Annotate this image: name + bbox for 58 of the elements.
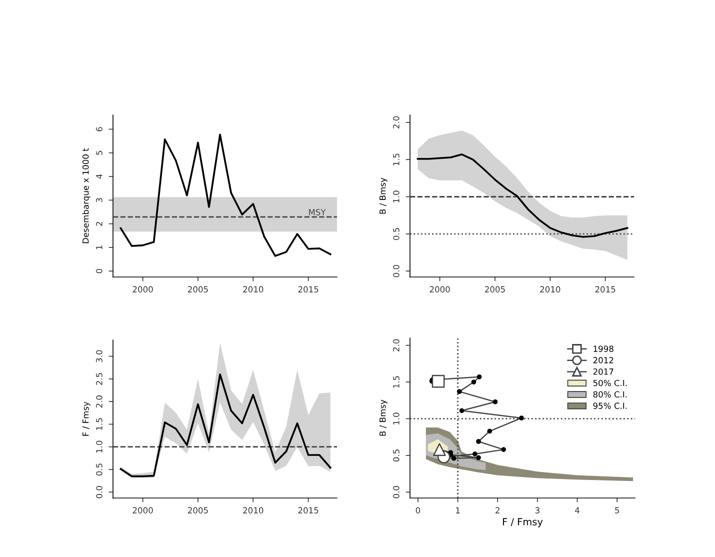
y-axis-title: B / Bmsy [380,178,388,214]
y-tick-label: 2.0 [393,116,400,128]
y-tick-label: 0.0 [393,264,400,278]
legend-label: 2017 [593,368,614,375]
y-tick-label: 1.5 [96,418,102,430]
x-tick-label: 2015 [595,286,616,292]
x-axis-title: F / Fmsy [502,518,543,528]
line-series [120,134,332,257]
point [432,374,445,388]
y-tick-label: 0.5 [393,450,400,462]
y-tick-label: 1 [96,246,102,250]
x-tick-label: 2005 [484,286,505,292]
y-axis-title: Desembarque x 1000 t [82,148,90,244]
x-tick-label: 2000 [132,507,153,514]
x-tick-label: 2000 [132,286,153,292]
x-tick-label: 4 [575,507,580,514]
y-tick-label: 1.0 [393,412,400,424]
x-tick-label: 2005 [188,507,208,514]
line-series [120,374,332,478]
y-tick-label: 0 [96,268,102,274]
y-tick-label: 2.0 [96,395,102,408]
y-tick-label: 3 [96,198,102,202]
y-tick-label: 0.5 [96,464,102,476]
x-tick-label: 2015 [298,286,318,292]
y-tick-label: 0.5 [393,228,400,240]
y-tick-label: 1.0 [96,440,102,453]
y-tick-label: 0.0 [96,486,102,498]
x-tick-label: 2000 [430,286,450,292]
y-tick-label: 1.5 [393,376,400,388]
y-tick-label: 6 [96,127,102,132]
legend-label: 2012 [593,357,614,364]
x-tick-label: 0 [416,507,420,514]
y-tick-label: 2 [96,222,102,226]
x-tick-label: 1 [456,507,460,514]
x-tick-label: 2015 [298,507,318,514]
x-tick-label: 2005 [188,286,208,292]
x-tick-label: 2 [496,507,500,514]
y-tick-label: 3.0 [96,350,102,362]
y-tick-label: 4 [96,174,102,179]
x-tick-label: 2010 [243,507,264,514]
legend-label: 1998 [594,346,614,352]
y-tick-label: 1.0 [393,190,400,202]
y-tick-label: 2.5 [96,373,102,385]
y-tick-label: 1.5 [393,154,400,166]
legend-label: 95% C.I. [593,402,627,409]
x-tick-label: 2010 [243,286,264,292]
x-tick-label: 5 [615,507,620,514]
legend-label: 80% C.I. [593,391,627,398]
y-tick-label: 2.0 [393,339,400,352]
y-tick-label: 0.0 [393,486,400,498]
x-tick-label: 2010 [540,286,560,292]
x-tick-label: 3 [535,507,540,514]
y-tick-label: 5 [96,150,102,155]
y-axis-title: B / Bmsy [380,400,388,436]
line-series [416,153,628,238]
ref-line-label: MSY [309,209,326,216]
legend-label: 50% C.I. [593,380,627,386]
y-axis-title: F / Fmsy [82,402,90,436]
